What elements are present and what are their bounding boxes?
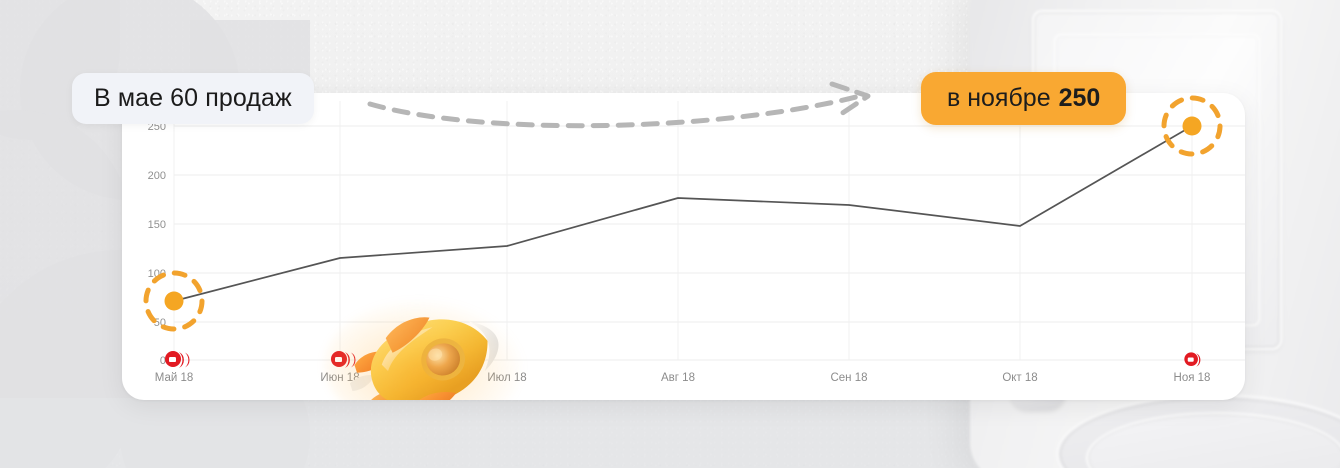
highlighted-point-nov[interactable] [1161,95,1223,157]
chart-card: 250 200 150 100 50 0 Май 18 Июн 18 Июл 1… [122,93,1245,400]
start-callout-label: В мае 60 продаж [94,84,292,112]
announcement-bubble-icon-nov [1184,352,1201,367]
y-axis-tick-labels: 250 200 150 100 50 0 [148,121,166,367]
x-axis-tick-labels: Май 18 Июн 18 Июл 18 Авг 18 Сен 18 Окт 1… [155,372,1211,384]
start-callout-badge[interactable]: В мае 60 продаж [72,73,314,124]
x-tick-nov: Ноя 18 [1174,372,1211,384]
end-callout-prefix: в ноябре [947,84,1051,112]
x-tick-aug: Авг 18 [661,372,695,384]
chart-gridlines-horizontal [174,125,1245,361]
rocket-illustration [349,317,499,400]
x-tick-oct: Окт 18 [1002,372,1037,384]
announcement-bubble-icon-jun [331,351,356,368]
highlighted-point-may[interactable] [143,270,205,332]
dashed-curved-arrow-icon [367,81,871,129]
sales-line-chart: 250 200 150 100 50 0 Май 18 Июн 18 Июл 1… [143,95,1245,384]
x-tick-jul: Июл 18 [487,372,526,384]
rocket-icon [324,299,524,400]
y-tick-250: 250 [148,121,166,133]
sales-line-series [173,125,1193,302]
x-tick-jun: Июн 18 [320,372,359,384]
rocket-glow [324,299,524,400]
y-tick-0: 0 [160,355,166,367]
end-callout-value: 250 [1058,84,1101,112]
y-tick-150: 150 [148,219,166,231]
x-tick-may: Май 18 [155,372,194,384]
chart-gridlines-vertical [173,101,1193,360]
background-band [0,398,1040,468]
end-callout-badge[interactable]: в ноябре 250 [921,72,1127,125]
x-tick-sep: Сен 18 [830,372,867,384]
announcement-bubble-icon-may [165,351,190,368]
y-tick-200: 200 [148,170,166,182]
